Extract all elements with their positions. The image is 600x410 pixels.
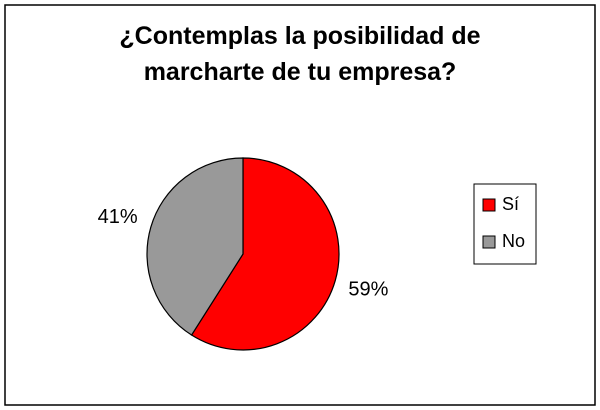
pie-slice xyxy=(190,157,340,351)
legend-swatch xyxy=(482,198,496,212)
legend-label: Sí xyxy=(502,194,519,214)
legend-box xyxy=(473,183,537,265)
chart-title: ¿Contemplas la posibilidad de marcharte … xyxy=(119,22,481,86)
legend-swatch xyxy=(482,235,496,249)
data-label: 59% xyxy=(348,279,388,301)
pie-slice xyxy=(146,157,244,336)
data-label: 41% xyxy=(98,206,138,228)
legend-label: No xyxy=(502,231,525,251)
